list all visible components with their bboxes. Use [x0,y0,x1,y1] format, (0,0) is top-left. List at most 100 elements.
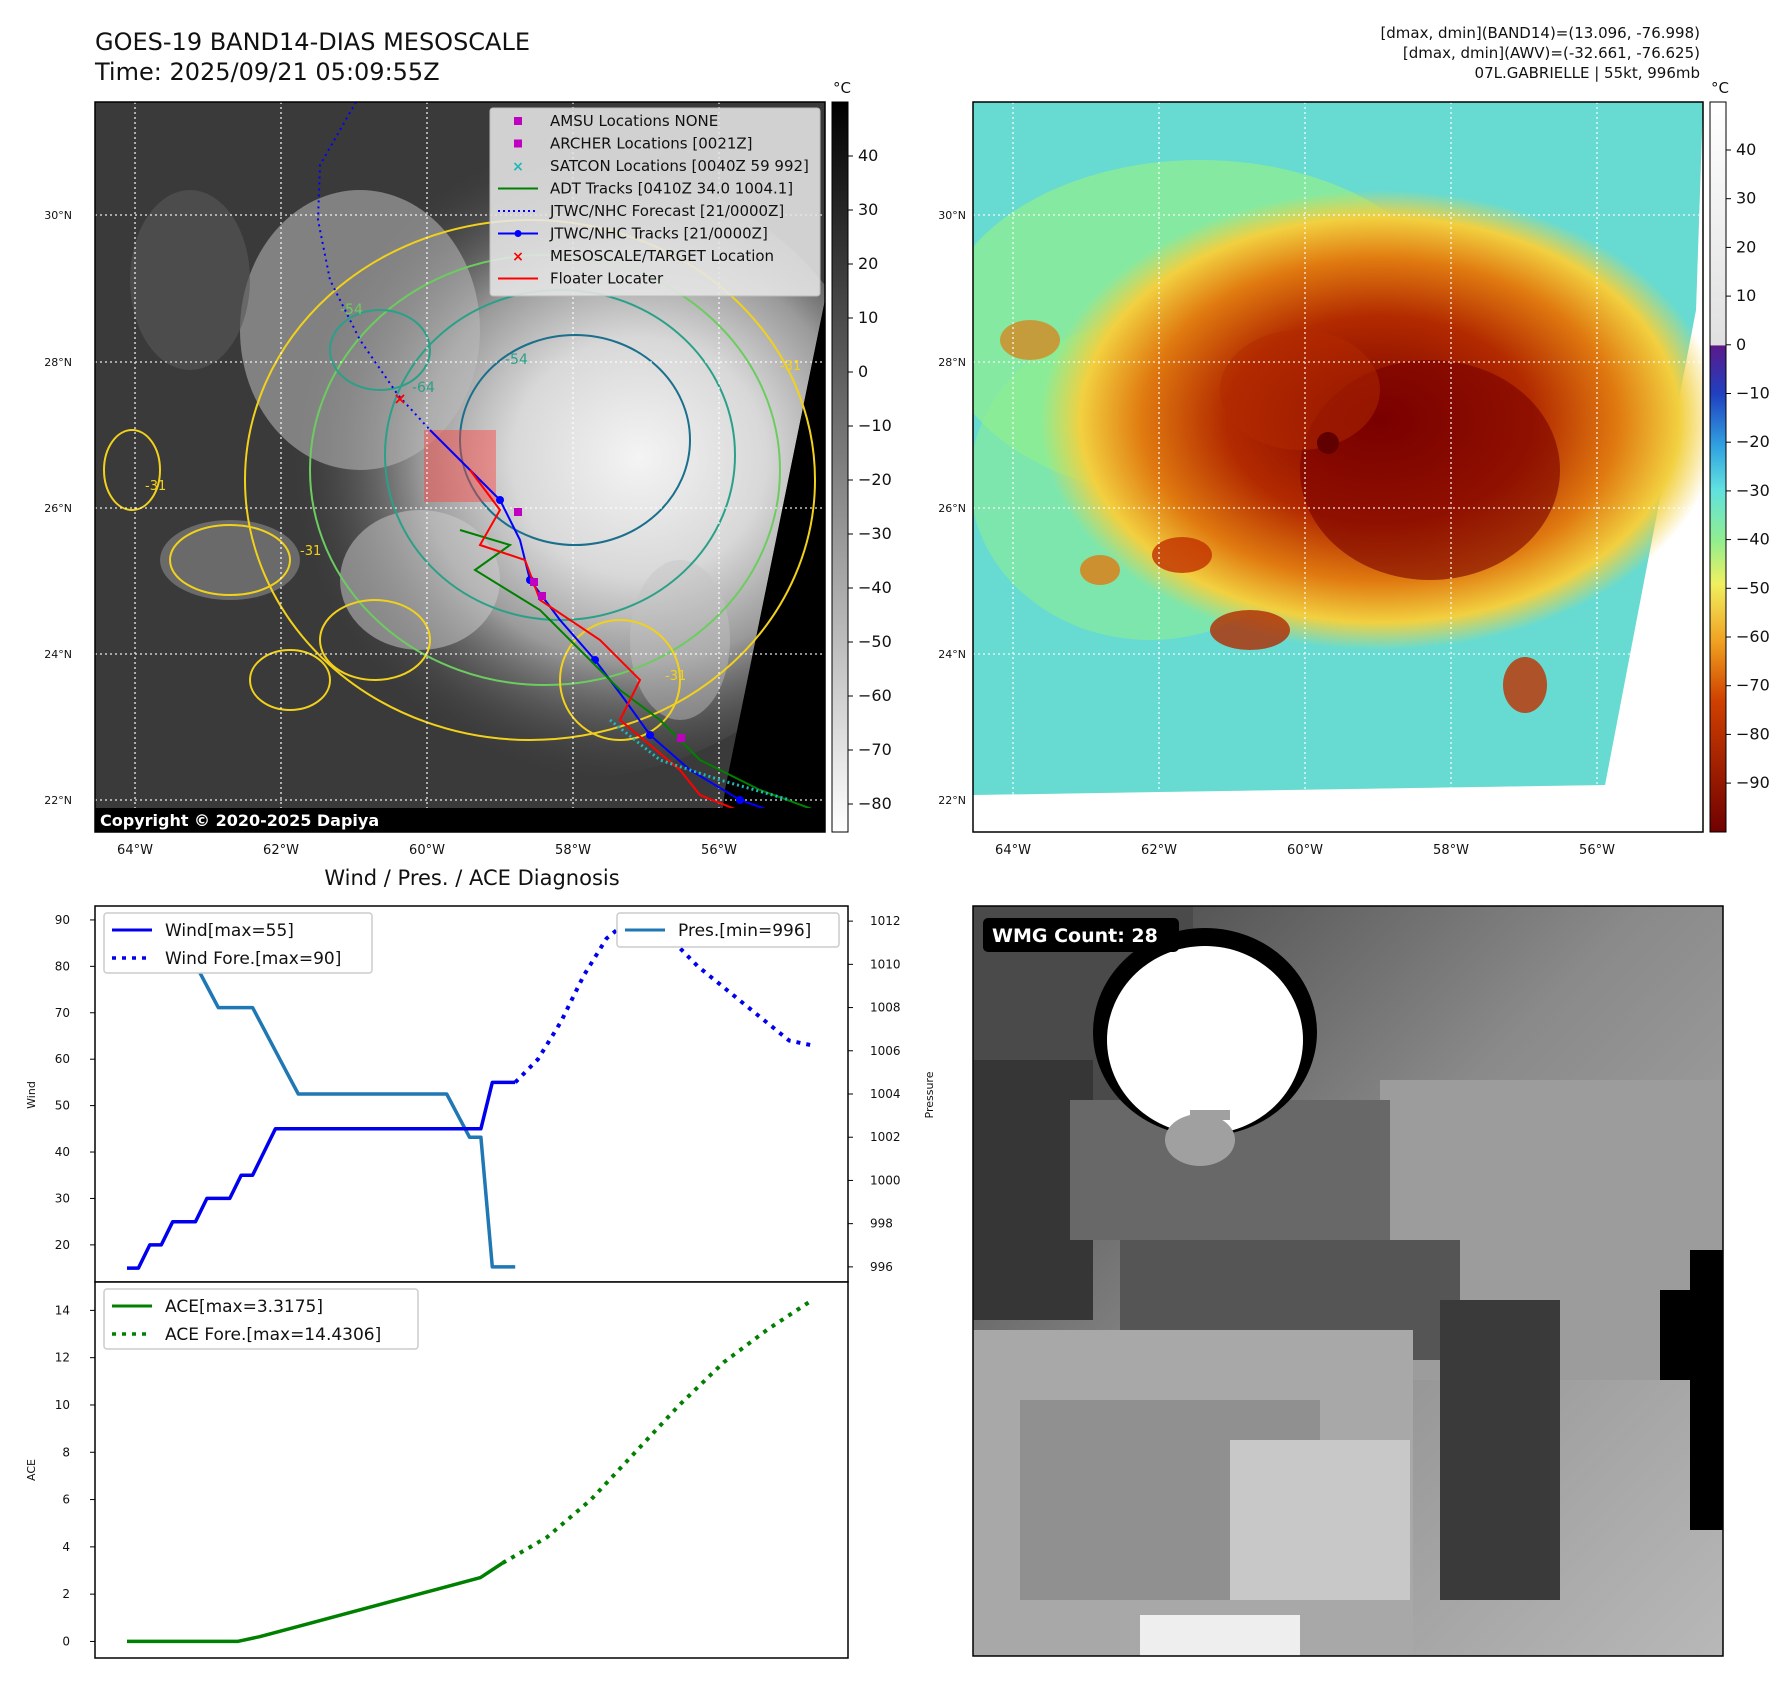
pres-tick-label: 1002 [870,1130,901,1144]
pres-tick-label: 1004 [870,1087,901,1101]
awv-lat-label: 22°N [938,794,966,807]
ir-legend-label: JTWC/NHC Tracks [21/0000Z] [549,225,768,243]
ir-colorbar [831,101,849,833]
wmg-imagery [973,906,1723,1656]
ace-tick-label: 0 [62,1634,70,1648]
contour-label: -31 [145,479,166,494]
awv-lon-label: 60°W [1287,843,1323,858]
ir-colorbar-tick-label: −10 [858,416,892,435]
ace-forecast-line [501,1298,814,1565]
ace-tick-label: 4 [62,1540,70,1554]
awv-colorbar-tick-label: −90 [1736,773,1770,792]
legend-square-marker [514,139,522,148]
ace-tick-label: 2 [62,1587,70,1601]
awv-colorbar-tick-label: −80 [1736,724,1770,743]
ir-lon-label: 64°W [117,843,153,858]
awv-colorbar-tick-label: 20 [1736,237,1756,256]
awv-panel: °C 40 30 20 10 0 −10 −20 −30 −40 −50 −60 −70 −80 −90 [972,79,1770,833]
ir-legend: AMSU Locations NONE ARCHER Locations [002… [489,107,821,297]
pres-legend: Pres.[min=996] [616,912,840,948]
wind-tick-label: 80 [55,959,70,973]
wind-tick-label: 60 [55,1052,70,1066]
ace-tick-label: 10 [55,1398,70,1412]
ir-legend-label: AMSU Locations NONE [550,112,718,130]
ace-legend-label: ACE[max=3.3175] [165,1297,323,1317]
wind-tick-label: 70 [55,1006,70,1020]
awv-colorbar-tick-label: −70 [1736,676,1770,695]
awv-colorbar-tick-label: −60 [1736,627,1770,646]
awv-colorbar [1709,101,1727,833]
ace-tick-label: 12 [55,1351,70,1365]
pres-tick-label: 996 [870,1260,893,1274]
ir-lon-label: 62°W [263,843,299,858]
pres-tick-label: 1008 [870,1001,901,1015]
ir-colorbar-tick-label: 30 [858,200,878,219]
wind-tick-label: 30 [55,1191,70,1205]
pres-ylabel: Pressure [923,1071,936,1118]
legend-x-marker: × [512,159,524,175]
ir-lat-label: 30°N [44,209,72,222]
legend-x-marker: × [512,249,524,265]
ace-fore-legend-label: ACE Fore.[max=14.4306] [165,1325,381,1345]
diagnosis-title: Wind / Pres. / ACE Diagnosis [324,866,619,890]
copyright-text: Copyright © 2020-2025 Dapiya [100,811,379,830]
contour-label: -64 [412,380,435,396]
ir-lat-label: 26°N [44,502,72,515]
ir-legend-label: Floater Locater [550,270,664,288]
wind-tick-label: 20 [55,1238,70,1252]
awv-colorbar-tick-label: −20 [1736,432,1770,451]
pres-tick-label: 1010 [870,957,901,971]
diagnosis-panel: Wind / Pres. / ACE Diagnosis Wind Pressu… [25,866,936,1659]
ir-legend-item: × MESOSCALE/TARGET Location [512,247,774,265]
wind-tick-label: 40 [55,1145,70,1159]
wind-fore-legend-label: Wind Fore.[max=90] [165,949,341,969]
stats-band14: [dmax, dmin](BAND14)=(13.096, -76.998) [1380,24,1700,42]
pres-tick-label: 998 [870,1217,893,1231]
ir-lon-label: 58°W [555,843,591,858]
ir-legend-label: MESOSCALE/TARGET Location [550,247,774,265]
ir-legend-label: SATCON Locations [0040Z 59 992] [550,157,809,175]
legend-dot-marker [514,230,522,237]
awv-colorbar-tick-label: −10 [1736,384,1770,403]
awv-colorbar-tick-label: 10 [1736,286,1756,305]
wmg-panel: WMG Count: 28 [972,905,1724,1657]
pres-legend-label: Pres.[min=996] [678,921,811,941]
figure-time: Time: 2025/09/21 05:09:55Z [94,58,440,86]
awv-lon-label: 56°W [1579,843,1615,858]
ir-colorbar-tick-label: −80 [858,794,892,813]
awv-colorbar-tick-label: 40 [1736,140,1756,159]
wind-tick-label: 90 [55,913,70,927]
ir-legend-label: ARCHER Locations [0021Z] [550,135,753,153]
ace-legend: ACE[max=3.3175] ACE Fore.[max=14.4306] [103,1288,419,1350]
ir-colorbar-tick-label: −20 [858,470,892,489]
awv-lon-label: 64°W [995,843,1031,858]
ir-colorbar-tick-label: 10 [858,308,878,327]
figure-title: GOES-19 BAND14-DIAS MESOSCALE [95,28,530,56]
ir-colorbar-unit: °C [833,79,851,97]
ir-legend-item: ADT Tracks [0410Z 34.0 1004.1] [498,180,793,198]
ace-tick-label: 6 [62,1493,70,1507]
ace-line [127,1561,504,1644]
stats-storm: 07L.GABRIELLE | 55kt, 996mb [1475,64,1700,82]
ir-lat-label: 22°N [44,794,72,807]
ir-legend-item: × SATCON Locations [0040Z 59 992] [512,157,809,175]
awv-lat-label: 30°N [938,209,966,222]
awv-lat-label: 24°N [938,648,966,661]
awv-colorbar-unit: °C [1711,79,1729,97]
pres-tick-label: 1000 [870,1173,901,1187]
awv-colorbar-tick-label: −50 [1736,578,1770,597]
awv-lon-label: 58°W [1433,843,1469,858]
wmg-count-text: WMG Count: 28 [992,925,1158,947]
ir-legend-label: ADT Tracks [0410Z 34.0 1004.1] [550,180,793,198]
ir-colorbar-tick-label: −60 [858,686,892,705]
wmg-count-badge [983,918,1179,952]
wind-legend-label: Wind[max=55] [165,921,294,941]
wind-ylabel: Wind [25,1081,38,1109]
jtwc-track [429,429,825,831]
ace-tick-label: 8 [62,1445,70,1459]
awv-imagery [973,102,1703,832]
ir-legend-item: Floater Locater [498,270,664,288]
svg-text:×: × [393,389,406,408]
ir-legend-label: JTWC/NHC Forecast [21/0000Z] [549,202,784,220]
contour-label: -31 [300,544,321,559]
